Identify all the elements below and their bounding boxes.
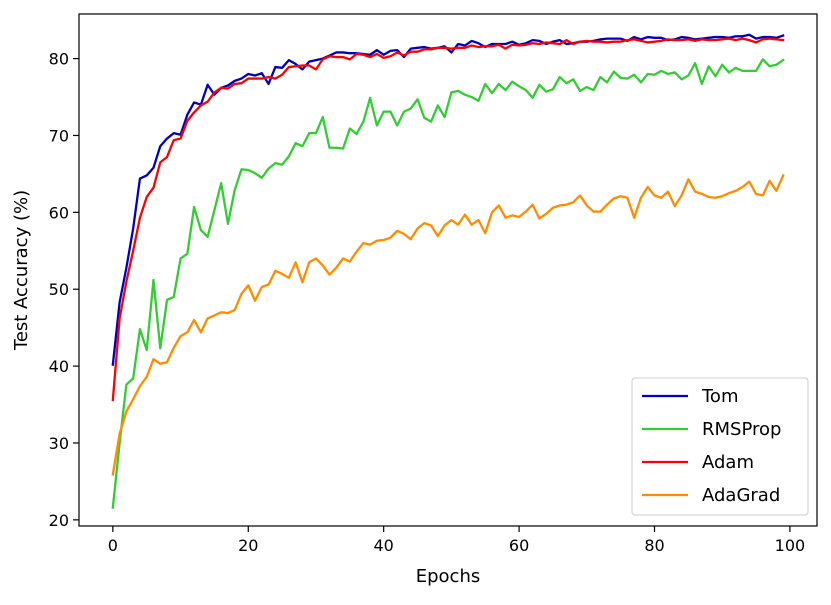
legend: Tom RMSProp Adam AdaGrad (631, 377, 809, 516)
legend-label-rmsprop: RMSProp (702, 419, 781, 440)
legend-label-adagrad: AdaGrad (702, 485, 780, 506)
y-tick-label: 70 (49, 126, 69, 145)
x-tick-label: 0 (108, 536, 118, 555)
y-tick-label: 30 (49, 434, 69, 453)
y-tick-label: 80 (49, 50, 69, 69)
x-tick-label: 40 (373, 536, 393, 555)
x-axis-label: Epochs (416, 566, 481, 587)
x-axis: 0 20 40 60 80 100 (108, 526, 805, 555)
series-line-adam (111, 37, 785, 402)
legend-label-tom: Tom (701, 386, 738, 407)
legend-box (631, 377, 809, 516)
y-tick-label: 20 (49, 511, 69, 530)
y-tick-label: 40 (49, 357, 69, 376)
y-tick-label: 50 (49, 280, 69, 299)
series-layer (111, 33, 785, 509)
y-axis: 20 30 40 50 60 70 80 (49, 50, 79, 530)
x-tick-label: 20 (238, 536, 258, 555)
x-tick-label: 100 (775, 536, 806, 555)
legend-label-adam: Adam (702, 452, 754, 473)
series-line-rmsprop (111, 58, 785, 509)
x-tick-label: 80 (644, 536, 664, 555)
series-line-adagrad (111, 173, 785, 476)
y-tick-label: 60 (49, 203, 69, 222)
plot-frame (78, 13, 818, 527)
x-tick-label: 60 (509, 536, 529, 555)
y-axis-label: Test Accuracy (%) (11, 190, 32, 351)
